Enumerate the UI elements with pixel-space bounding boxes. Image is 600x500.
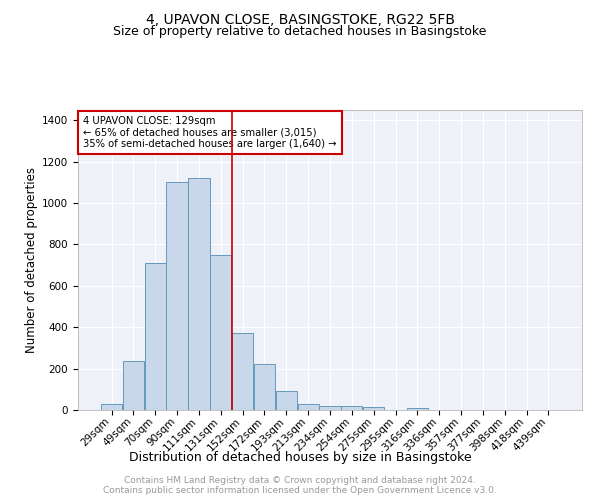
Text: 4, UPAVON CLOSE, BASINGSTOKE, RG22 5FB: 4, UPAVON CLOSE, BASINGSTOKE, RG22 5FB bbox=[146, 12, 455, 26]
Bar bbox=[276, 392, 297, 410]
Bar bbox=[407, 408, 428, 410]
Text: Distribution of detached houses by size in Basingstoke: Distribution of detached houses by size … bbox=[128, 451, 472, 464]
Bar bbox=[319, 406, 341, 410]
Text: Size of property relative to detached houses in Basingstoke: Size of property relative to detached ho… bbox=[113, 25, 487, 38]
Text: Contains public sector information licensed under the Open Government Licence v3: Contains public sector information licen… bbox=[103, 486, 497, 495]
Bar bbox=[145, 263, 166, 410]
Text: 4 UPAVON CLOSE: 129sqm
← 65% of detached houses are smaller (3,015)
35% of semi-: 4 UPAVON CLOSE: 129sqm ← 65% of detached… bbox=[83, 116, 337, 149]
Bar bbox=[363, 407, 384, 410]
Bar bbox=[210, 255, 232, 410]
Bar bbox=[341, 406, 362, 410]
Bar bbox=[298, 404, 319, 410]
Bar bbox=[123, 362, 144, 410]
Bar bbox=[232, 334, 253, 410]
Bar bbox=[188, 178, 209, 410]
Text: Contains HM Land Registry data © Crown copyright and database right 2024.: Contains HM Land Registry data © Crown c… bbox=[124, 476, 476, 485]
Bar bbox=[254, 364, 275, 410]
Y-axis label: Number of detached properties: Number of detached properties bbox=[25, 167, 38, 353]
Bar bbox=[101, 404, 122, 410]
Bar bbox=[166, 182, 188, 410]
